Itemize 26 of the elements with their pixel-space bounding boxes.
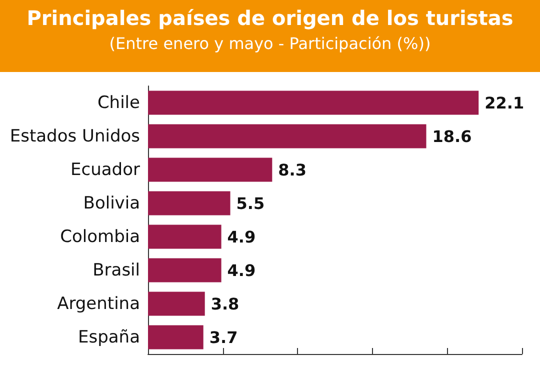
bar	[148, 224, 222, 249]
bar	[148, 124, 426, 148]
y-tick-label: Ecuador	[70, 160, 140, 180]
y-tick-label: Argentina	[57, 294, 140, 314]
data-label: 22.1	[484, 93, 524, 112]
y-tick-label: Chile	[97, 92, 140, 113]
chart-title: Principales países de origen de los turistas	[26, 6, 514, 30]
data-label: 3.8	[210, 294, 240, 314]
bar	[148, 258, 222, 282]
data-label: 4.9	[227, 227, 256, 246]
y-tick-label: España	[78, 327, 140, 348]
y-tick-label: Brasil	[92, 260, 140, 280]
data-label: 8.3	[278, 160, 307, 180]
y-tick-label: Bolivia	[83, 193, 140, 214]
data-label: 18.6	[432, 126, 472, 146]
bar	[148, 158, 272, 182]
bar	[148, 292, 205, 316]
data-label: 4.9	[227, 260, 256, 280]
y-tick-label: Colombia	[60, 226, 140, 247]
bar	[148, 325, 204, 350]
chart-subtitle: (Entre enero y mayo - Participación (%))	[108, 34, 432, 53]
bar	[148, 191, 230, 216]
data-label: 5.5	[236, 194, 265, 213]
data-label: 3.7	[209, 328, 238, 347]
bar	[148, 90, 479, 115]
y-tick-label: Estados Unidos	[10, 126, 140, 146]
